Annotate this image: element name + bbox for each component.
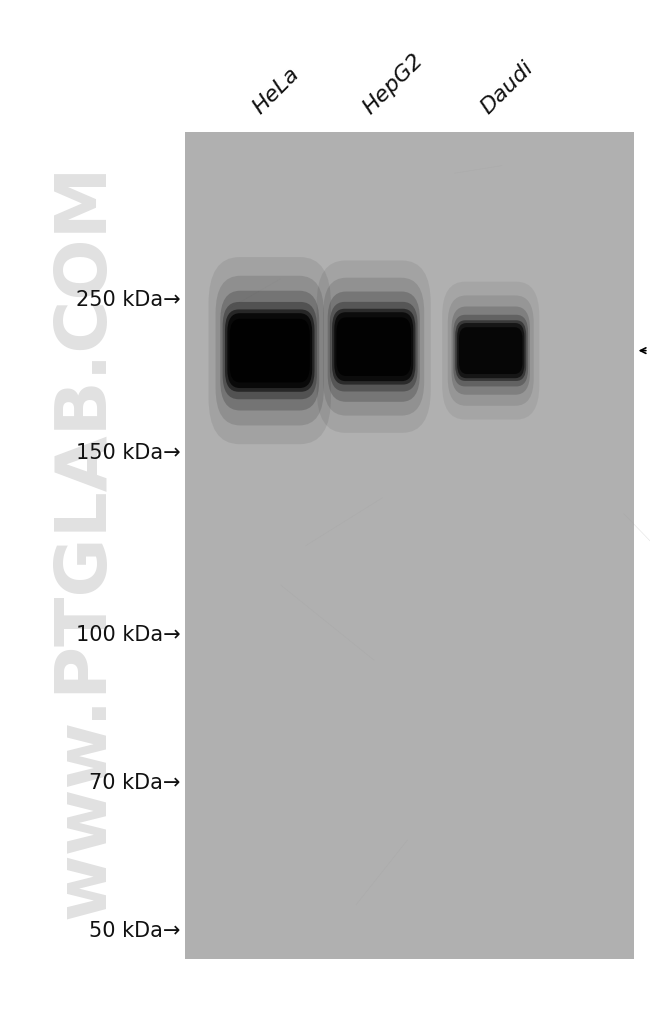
FancyBboxPatch shape	[442, 282, 540, 421]
FancyBboxPatch shape	[229, 319, 310, 383]
FancyBboxPatch shape	[452, 307, 530, 395]
FancyBboxPatch shape	[334, 312, 413, 382]
FancyBboxPatch shape	[459, 328, 523, 375]
FancyBboxPatch shape	[448, 296, 534, 406]
FancyBboxPatch shape	[454, 315, 528, 387]
FancyBboxPatch shape	[455, 320, 526, 381]
Text: HeLa: HeLa	[249, 64, 303, 118]
FancyBboxPatch shape	[328, 292, 420, 402]
Text: 50 kDa→: 50 kDa→	[89, 920, 181, 940]
FancyBboxPatch shape	[216, 276, 324, 426]
FancyBboxPatch shape	[222, 302, 317, 400]
FancyBboxPatch shape	[457, 324, 525, 379]
Text: 150 kDa→: 150 kDa→	[76, 443, 181, 463]
FancyBboxPatch shape	[209, 258, 331, 445]
Text: www.PTGLAB.COM: www.PTGLAB.COM	[50, 164, 119, 919]
Text: 70 kDa→: 70 kDa→	[89, 772, 181, 793]
Text: 100 kDa→: 100 kDa→	[76, 625, 181, 645]
FancyBboxPatch shape	[225, 310, 315, 392]
FancyBboxPatch shape	[330, 302, 417, 392]
FancyBboxPatch shape	[220, 291, 319, 411]
FancyBboxPatch shape	[323, 278, 424, 417]
FancyBboxPatch shape	[227, 313, 312, 388]
FancyBboxPatch shape	[337, 318, 411, 377]
Text: 250 kDa→: 250 kDa→	[76, 290, 181, 310]
Text: Daudi: Daudi	[476, 58, 537, 118]
FancyBboxPatch shape	[332, 309, 415, 385]
FancyBboxPatch shape	[317, 261, 431, 434]
Text: HepG2: HepG2	[359, 51, 428, 118]
Bar	[185, 132, 634, 959]
